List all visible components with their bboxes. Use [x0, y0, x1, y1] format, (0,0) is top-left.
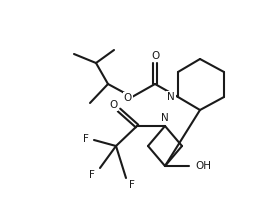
Text: O: O [151, 51, 159, 61]
Text: O: O [109, 100, 117, 110]
Text: O: O [124, 93, 132, 103]
Text: F: F [89, 170, 95, 180]
Text: OH: OH [195, 161, 211, 171]
Text: F: F [129, 180, 135, 190]
Text: N: N [161, 113, 169, 123]
Text: N: N [167, 92, 175, 102]
Text: F: F [83, 134, 89, 144]
